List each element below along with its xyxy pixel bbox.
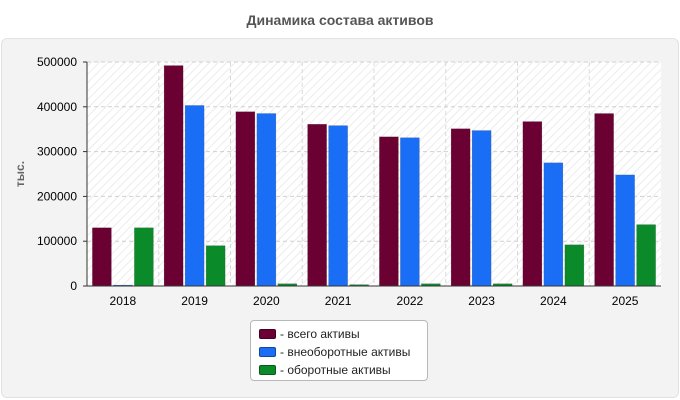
legend-swatch-noncurrent: [259, 347, 276, 357]
bar: [450, 128, 471, 287]
bar: [256, 113, 277, 287]
bar: [615, 174, 635, 287]
x-tick-label: 2022: [397, 294, 424, 308]
bar: [543, 162, 564, 287]
bar: [636, 224, 656, 287]
x-tick-label: 2021: [325, 294, 352, 308]
x-tick-label: 2018: [110, 294, 137, 308]
legend-label-total: - всего активы: [280, 327, 360, 341]
legend-item-total: - всего активы: [259, 325, 427, 343]
y-tick-label: 500000: [37, 55, 77, 69]
x-tick-label: 2023: [468, 294, 495, 308]
legend-swatch-current: [259, 365, 276, 375]
legend-item-noncurrent: - внеоборотные активы: [259, 343, 427, 361]
chart-title: Динамика состава активов: [246, 12, 434, 28]
bar: [471, 130, 492, 287]
bar: [328, 125, 348, 287]
legend-swatch-total: [259, 329, 276, 339]
chart-legend: - всего активы - внеоборотные активы - о…: [250, 320, 428, 381]
bar: [400, 137, 420, 287]
y-tick-label: 200000: [37, 189, 77, 203]
bar: [307, 124, 327, 287]
legend-label-noncurrent: - внеоборотные активы: [280, 345, 411, 359]
bar: [184, 105, 205, 287]
bar: [205, 245, 226, 287]
y-tick-label: 300000: [37, 145, 77, 159]
bar: [92, 227, 112, 287]
bar: [522, 121, 543, 287]
bar: [594, 113, 614, 287]
x-tick-label: 2024: [540, 294, 567, 308]
bar: [235, 111, 256, 287]
x-tick-label: 2025: [612, 294, 639, 308]
x-tick-label: 2020: [253, 294, 280, 308]
bar: [163, 65, 184, 287]
bar: [564, 244, 585, 287]
legend-label-current: - оборотные активы: [280, 363, 391, 377]
bar: [379, 136, 399, 287]
y-tick-label: 100000: [37, 234, 77, 248]
legend-item-current: - оборотные активы: [259, 361, 427, 379]
x-tick-label: 2019: [181, 294, 208, 308]
y-tick-label: 0: [70, 279, 77, 293]
y-axis-title: тыс.: [13, 161, 27, 187]
bar: [134, 227, 154, 287]
y-tick-label: 400000: [37, 100, 77, 114]
